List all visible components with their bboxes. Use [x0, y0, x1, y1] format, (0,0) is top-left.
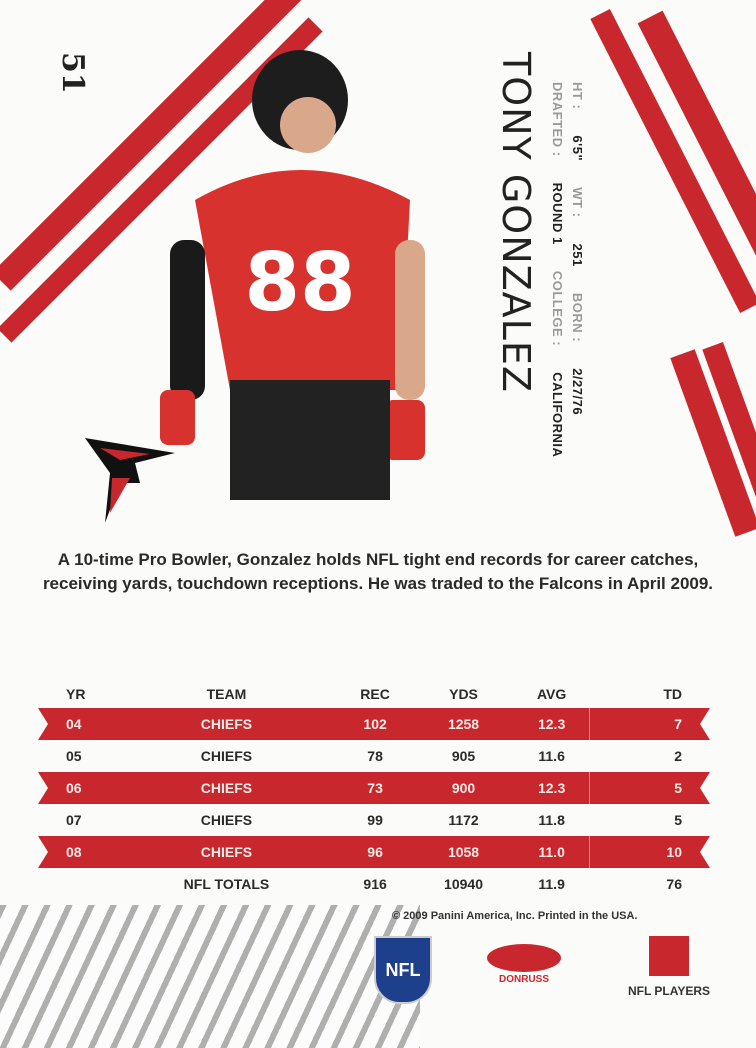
stats-row: 05 CHIEFS 78 905 11.6 2 — [38, 740, 710, 772]
cell-yds: 905 — [451, 748, 476, 764]
player-info-line2: DRAFTED : ROUND 1 COLLEGE : CALIFORNIA — [550, 82, 565, 458]
donruss-logo: DONRUSS — [486, 944, 562, 985]
stats-header-row: YR TEAM REC YDS AVG TD — [38, 680, 710, 708]
svg-text:88: 88 — [244, 236, 355, 329]
header-team: TEAM — [206, 686, 247, 702]
nfl-logo: NFL — [374, 936, 432, 1004]
cell-team: CHIEFS — [116, 772, 337, 804]
donruss-mark — [487, 944, 561, 972]
cell-yr: 04 — [38, 708, 116, 740]
cell-team: CHIEFS — [116, 836, 337, 868]
cell-yds: 1172 — [448, 812, 479, 828]
copyright: © 2009 Panini America, Inc. Printed in t… — [392, 910, 638, 922]
nfl-players-mark — [649, 936, 689, 976]
totals-row: NFL TOTALS 916 10940 11.9 76 — [38, 868, 710, 900]
cell-rec: 73 — [336, 772, 414, 804]
cell-yr: 05 — [66, 748, 82, 764]
stats-row: 06 CHIEFS 73 900 12.3 5 — [38, 772, 710, 804]
cell-yds: 1058 — [413, 836, 514, 868]
cell-avg: 11.6 — [538, 748, 565, 764]
player-info-line1: HT : 6'5" WT : 251 BORN : 2/27/76 — [570, 82, 585, 416]
cell-td: 5 — [589, 772, 710, 804]
header-td: TD — [663, 686, 682, 702]
cell-rec: 96 — [336, 836, 414, 868]
header-yds: YDS — [449, 686, 478, 702]
cell-yr: 08 — [38, 836, 116, 868]
total-avg: 11.9 — [538, 876, 565, 892]
stats-row: 08 CHIEFS 96 1058 11.0 10 — [38, 836, 710, 868]
cell-td: 5 — [674, 812, 682, 828]
cell-team: CHIEFS — [200, 812, 253, 828]
cell-rec: 78 — [367, 748, 383, 764]
player-bio: A 10-time Pro Bowler, Gonzalez holds NFL… — [42, 550, 714, 593]
cell-avg: 12.3 — [513, 772, 590, 804]
cell-yds: 1258 — [413, 708, 514, 740]
header-avg: AVG — [536, 686, 567, 702]
cell-team: CHIEFS — [200, 748, 253, 764]
grunge-texture — [0, 905, 420, 1048]
total-rec: 916 — [363, 876, 387, 892]
nfl-players-label: NFL PLAYERS — [627, 984, 711, 998]
cell-td: 7 — [589, 708, 710, 740]
cell-rec: 102 — [336, 708, 414, 740]
stats-row: 04 CHIEFS 102 1258 12.3 7 — [38, 708, 710, 740]
cell-avg: 12.3 — [513, 708, 590, 740]
total-td: 76 — [666, 876, 682, 892]
total-team: NFL TOTALS — [183, 876, 270, 892]
card-number: 51 — [55, 52, 90, 94]
player-name: TONY GONZALEZ — [494, 52, 538, 393]
cell-yr: 07 — [66, 812, 82, 828]
cell-td: 2 — [674, 748, 682, 764]
stats-table: YR TEAM REC YDS AVG TD 04 CHIEFS 102 1258 12… — [38, 680, 710, 900]
stats-row: 07 CHIEFS 99 1172 11.8 5 — [38, 804, 710, 836]
falcons-logo — [85, 438, 175, 523]
header-rec: REC — [360, 686, 390, 702]
player-photo: 88 — [160, 50, 425, 500]
total-yds: 10940 — [444, 876, 483, 892]
total-yr — [38, 868, 116, 900]
cell-avg: 11.8 — [538, 812, 565, 828]
cell-rec: 99 — [367, 812, 383, 828]
cell-avg: 11.0 — [513, 836, 590, 868]
nfl-players-logo: NFL PLAYERS — [624, 936, 714, 998]
cell-team: CHIEFS — [116, 708, 337, 740]
cell-yr: 06 — [38, 772, 116, 804]
header-yr: YR — [66, 686, 86, 702]
donruss-label: DONRUSS — [498, 974, 549, 985]
cell-yds: 900 — [413, 772, 514, 804]
cell-td: 10 — [589, 836, 710, 868]
